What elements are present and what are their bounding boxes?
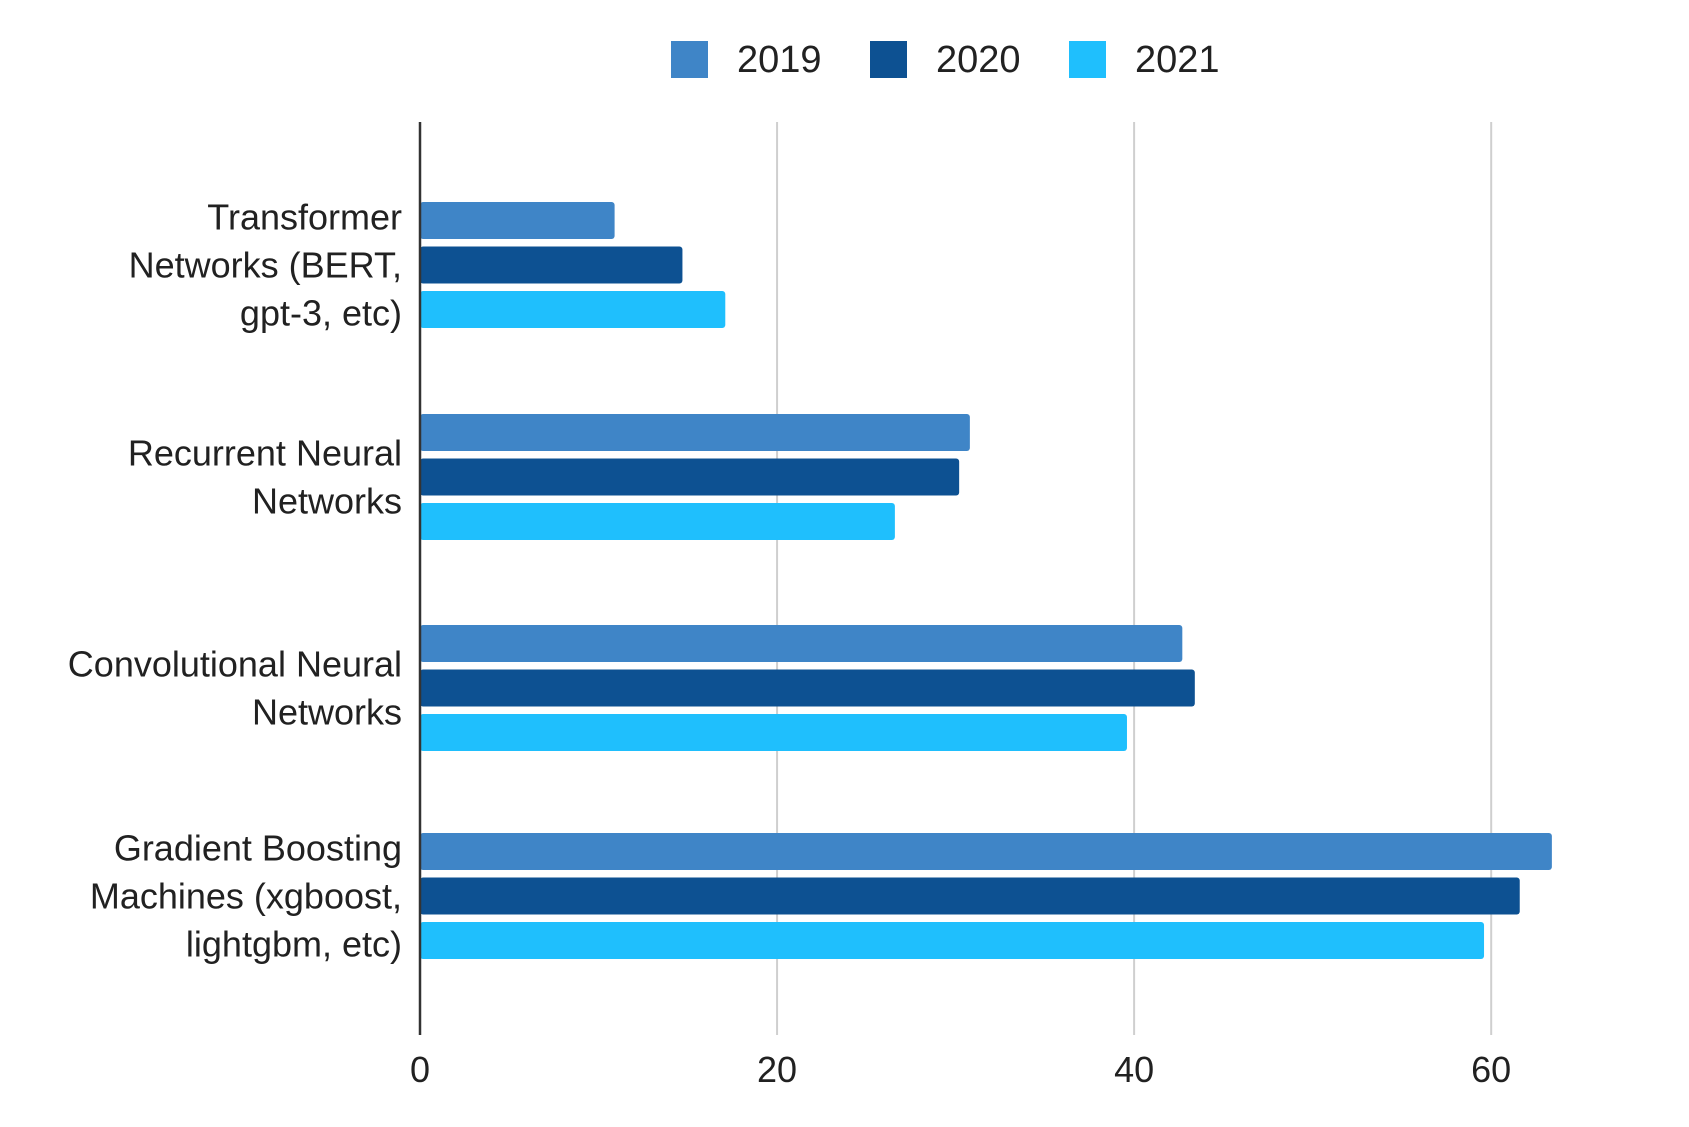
legend-label-2020: 2020: [936, 39, 1021, 81]
legend-swatch-2020: [870, 41, 907, 78]
bars: [420, 202, 1552, 959]
bar-2019-1: [420, 414, 970, 451]
category-label-2: Convolutional Neural Networks: [68, 644, 402, 733]
category-label-line: Convolutional Neural: [68, 644, 402, 685]
bar-2020-0: [420, 246, 683, 284]
bar-2021-1: [420, 503, 895, 540]
category-label-line: Transformer: [207, 197, 402, 238]
bar-2021-2: [420, 714, 1127, 751]
legend-label-2021: 2021: [1135, 39, 1220, 81]
category-label-line: gpt-3, etc): [240, 293, 402, 334]
bar-2020-1: [420, 458, 960, 496]
category-label-line: Machines (xgboost,: [90, 876, 402, 917]
legend: 2019 2020 2021: [671, 39, 1220, 81]
category-label-line: lightgbm, etc): [186, 924, 402, 965]
category-label-1: Recurrent Neural Networks: [128, 433, 402, 522]
x-tick-label-0: 0: [410, 1049, 430, 1090]
category-label-line: Networks (BERT,: [129, 245, 402, 286]
x-tick-label-20: 20: [757, 1049, 797, 1090]
category-label-0: Transformer Networks (BERT, gpt-3, etc): [129, 197, 402, 334]
category-label-line: Networks: [252, 692, 402, 733]
bar-2020-2: [420, 669, 1195, 707]
category-label-line: Gradient Boosting: [114, 828, 402, 869]
bar-2019-0: [420, 202, 615, 239]
bar-2019-3: [420, 833, 1552, 870]
category-label-3: Gradient Boosting Machines (xgboost, light…: [90, 828, 402, 965]
category-labels: Transformer Networks (BERT, gpt-3, etc) Rec…: [68, 197, 402, 965]
x-tick-labels: 0 20 40 60: [410, 1049, 1511, 1090]
x-tick-label-40: 40: [1114, 1049, 1154, 1090]
bar-2019-2: [420, 625, 1183, 662]
category-label-line: Recurrent Neural: [128, 433, 402, 474]
bar-2020-3: [420, 877, 1520, 915]
bar-2021-0: [420, 291, 726, 328]
legend-label-2019: 2019: [737, 39, 822, 81]
legend-swatch-2019: [671, 41, 708, 78]
category-label-line: Networks: [252, 481, 402, 522]
legend-swatch-2021: [1069, 41, 1106, 78]
bar-2021-3: [420, 922, 1485, 959]
x-tick-label-60: 60: [1471, 1049, 1511, 1090]
